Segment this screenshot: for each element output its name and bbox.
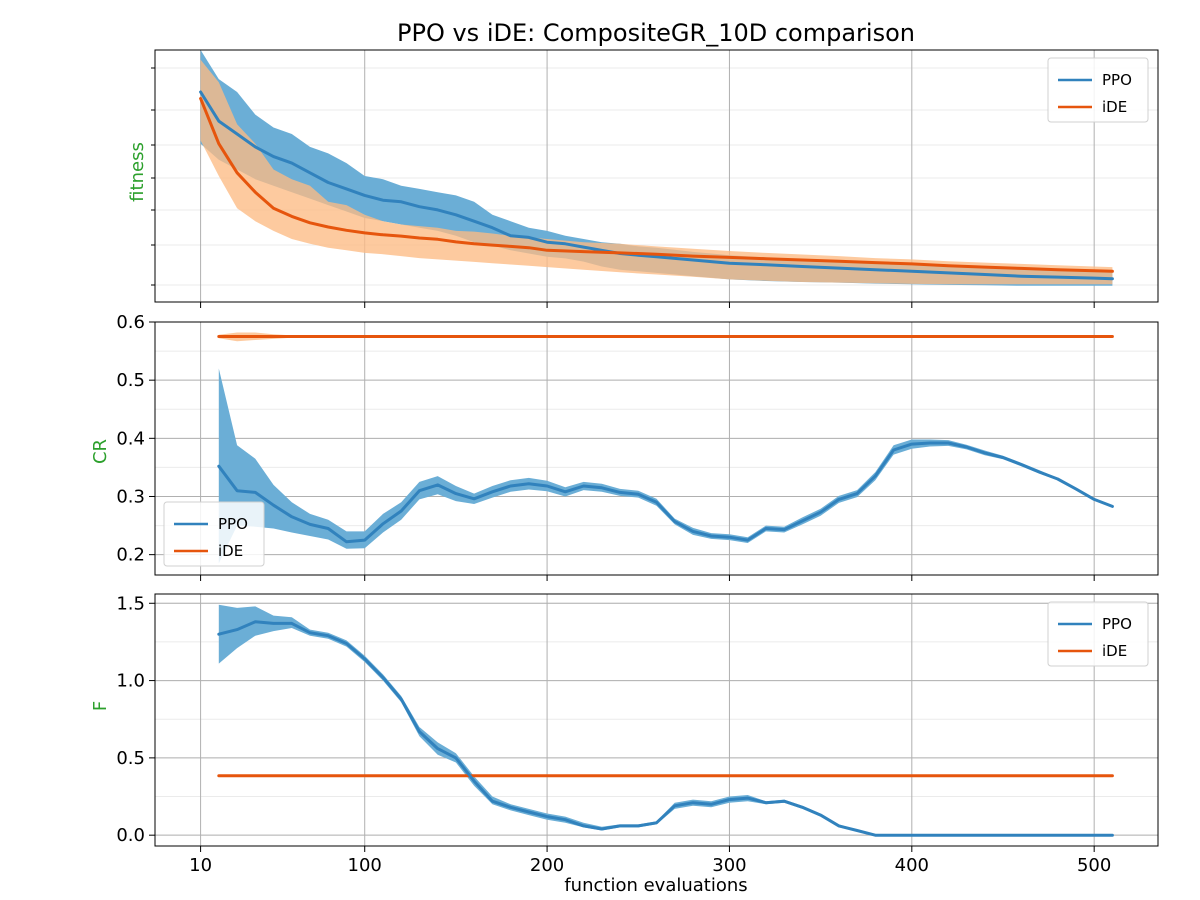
y-tick-label: 1.0 [116, 671, 145, 692]
legend-label-ppo: PPO [1102, 615, 1132, 633]
axes-frame [154, 593, 1159, 847]
legend-box [1047, 57, 1149, 123]
axes-frame [154, 49, 1159, 303]
y-tick-label: 0.0 [116, 825, 145, 846]
x-tick-label: 10 [189, 855, 212, 876]
band-ppo-f [218, 604, 1113, 836]
y-tick-label: 0.3 [116, 486, 145, 507]
band-ide-fitness [200, 59, 1113, 285]
line-ppo-f [217, 620, 1114, 837]
panel-cr: 0.2 0.3 0.4 0.5 0.6 CR PPO iDE [90, 312, 1159, 581]
legend-label-ide: iDE [1102, 98, 1127, 116]
line-ppo-cr [217, 441, 1114, 544]
legend-box [163, 501, 265, 567]
legend-label-ppo: PPO [1102, 71, 1132, 89]
line-ppo-fitness [199, 90, 1114, 281]
panel-fitness: fitness PPO iDE [127, 49, 1159, 308]
x-axis-label: function evaluations [564, 875, 747, 896]
y-tick-label: 1.5 [116, 593, 145, 614]
y-tick-label: 0.4 [116, 428, 145, 449]
x-tick-label: 300 [712, 855, 746, 876]
y-tick-label: 0.6 [116, 312, 145, 333]
legend-label-ppo: PPO [218, 515, 248, 533]
y-axis-label-cr: CR [90, 439, 111, 464]
y-axis-label-f: F [90, 701, 111, 711]
chart-title: PPO vs iDE: CompositeGR_10D comparison [397, 19, 915, 47]
line-ide-fitness [199, 97, 1114, 273]
y-tick-label: 0.5 [116, 370, 145, 391]
legend-label-ide: iDE [218, 542, 243, 560]
x-tick-label: 400 [895, 855, 929, 876]
legend-fitness: PPO iDE [1047, 57, 1149, 123]
legend-f: PPO iDE [1047, 601, 1149, 667]
x-tick-label: 200 [530, 855, 564, 876]
axes-frame [154, 321, 1159, 576]
x-tick-label: 500 [1077, 855, 1111, 876]
legend-box [1047, 601, 1149, 667]
band-ppo-cr [218, 368, 1113, 564]
band-ppo-fitness [200, 50, 1113, 286]
panel-f: 0.0 0.5 1.0 1.5 F PPO iDE [90, 593, 1159, 852]
y-tick-label: 0.5 [116, 748, 145, 769]
legend-label-ide: iDE [1102, 642, 1127, 660]
legend-cr: PPO iDE [163, 501, 265, 567]
y-tick-label: 0.2 [116, 545, 145, 566]
x-tick-label: 100 [348, 855, 382, 876]
y-axis-label-fitness: fitness [127, 142, 148, 202]
